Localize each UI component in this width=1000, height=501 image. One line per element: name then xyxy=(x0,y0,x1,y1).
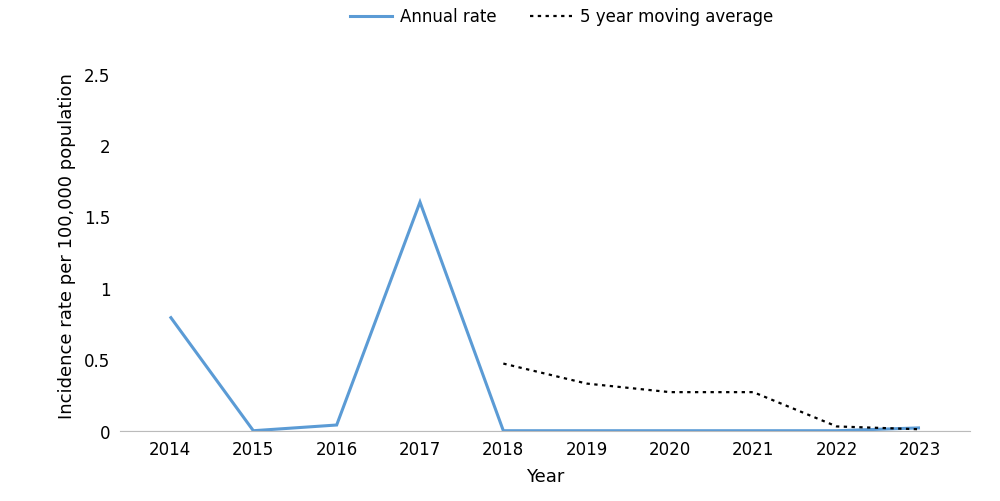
X-axis label: Year: Year xyxy=(526,467,564,485)
Y-axis label: Incidence rate per 100,000 population: Incidence rate per 100,000 population xyxy=(58,73,76,418)
Legend: Annual rate, 5 year moving average: Annual rate, 5 year moving average xyxy=(344,2,780,33)
